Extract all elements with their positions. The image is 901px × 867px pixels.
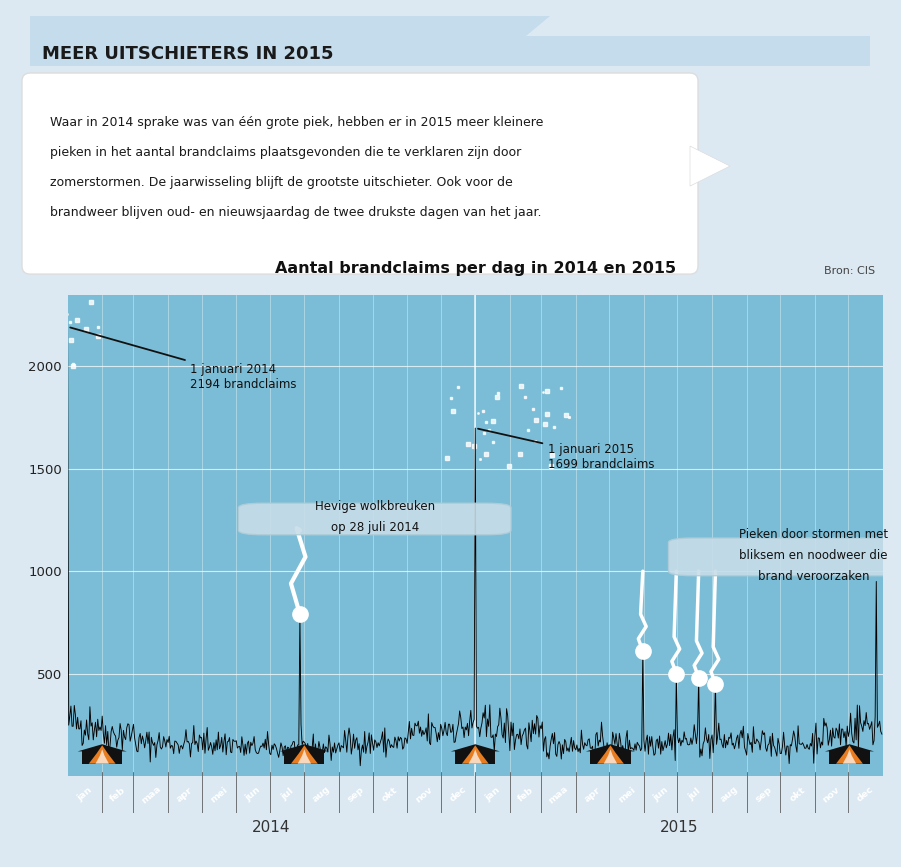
Text: jun: jun <box>651 786 670 804</box>
Text: 1 januari 2015
1699 brandclaims: 1 januari 2015 1699 brandclaims <box>478 428 654 471</box>
Polygon shape <box>96 749 109 764</box>
Text: zomerstormen. De jaarwisseling blijft de grootste uitschieter. Ook voor de: zomerstormen. De jaarwisseling blijft de… <box>50 176 513 189</box>
Text: sep: sep <box>753 785 774 804</box>
Text: okt: okt <box>788 786 807 804</box>
Text: maa: maa <box>547 784 570 805</box>
Text: mei: mei <box>209 785 229 805</box>
Polygon shape <box>462 746 488 764</box>
Text: MEER UITSCHIETERS IN 2015: MEER UITSCHIETERS IN 2015 <box>42 45 333 63</box>
Polygon shape <box>285 752 324 764</box>
FancyBboxPatch shape <box>239 503 511 535</box>
Text: jun: jun <box>243 786 262 804</box>
Polygon shape <box>77 744 127 752</box>
Polygon shape <box>450 744 500 752</box>
Text: okt: okt <box>380 786 399 804</box>
Polygon shape <box>455 752 496 764</box>
FancyBboxPatch shape <box>30 36 870 66</box>
Text: jul: jul <box>687 786 703 802</box>
Polygon shape <box>280 744 329 752</box>
Text: feb: feb <box>108 786 127 804</box>
Text: jan: jan <box>76 786 94 803</box>
Polygon shape <box>842 749 856 764</box>
Text: jan: jan <box>483 786 502 803</box>
FancyBboxPatch shape <box>22 73 698 274</box>
Polygon shape <box>604 749 617 764</box>
Text: Waar in 2014 sprake was van één grote piek, hebben er in 2015 meer kleinere: Waar in 2014 sprake was van één grote pi… <box>50 116 543 129</box>
Polygon shape <box>690 146 730 186</box>
FancyBboxPatch shape <box>669 538 901 576</box>
Polygon shape <box>586 744 635 752</box>
Polygon shape <box>89 746 115 764</box>
Text: Bron: CIS: Bron: CIS <box>824 265 875 276</box>
Text: nov: nov <box>414 785 434 805</box>
Text: 1 januari 2014
2194 brandclaims: 1 januari 2014 2194 brandclaims <box>70 328 297 391</box>
Polygon shape <box>82 752 123 764</box>
Text: apr: apr <box>583 786 602 804</box>
Text: jul: jul <box>279 786 296 802</box>
Text: Aantal brandclaims per dag in 2014 en 2015: Aantal brandclaims per dag in 2014 en 20… <box>275 260 676 276</box>
Text: Pieken door stormen met
bliksem en noodweer die
brand veroorzaken: Pieken door stormen met bliksem en noodw… <box>739 528 888 583</box>
Text: nov: nov <box>821 785 842 805</box>
Polygon shape <box>297 749 311 764</box>
Text: apr: apr <box>175 786 195 804</box>
Text: mei: mei <box>616 785 637 805</box>
Text: aug: aug <box>719 785 740 805</box>
Text: brandweer blijven oud- en nieuwsjaardag de twee drukste dagen van het jaar.: brandweer blijven oud- en nieuwsjaardag … <box>50 206 542 219</box>
Polygon shape <box>829 752 869 764</box>
Polygon shape <box>825 744 874 752</box>
Text: aug: aug <box>311 785 332 805</box>
Polygon shape <box>836 746 863 764</box>
Polygon shape <box>291 746 318 764</box>
Text: maa: maa <box>140 784 162 805</box>
Text: sep: sep <box>346 785 366 804</box>
Text: 2014: 2014 <box>252 820 291 836</box>
Text: dec: dec <box>856 785 876 804</box>
Polygon shape <box>597 746 623 764</box>
Text: pieken in het aantal brandclaims plaatsgevonden die te verklaren zijn door: pieken in het aantal brandclaims plaatsg… <box>50 146 522 159</box>
Polygon shape <box>469 749 482 764</box>
Text: 2015: 2015 <box>660 820 698 836</box>
Text: dec: dec <box>448 785 468 804</box>
Text: feb: feb <box>516 786 535 804</box>
Text: Hevige wolkbreuken
op 28 juli 2014: Hevige wolkbreuken op 28 juli 2014 <box>314 500 435 534</box>
Polygon shape <box>30 16 550 41</box>
Polygon shape <box>590 752 631 764</box>
